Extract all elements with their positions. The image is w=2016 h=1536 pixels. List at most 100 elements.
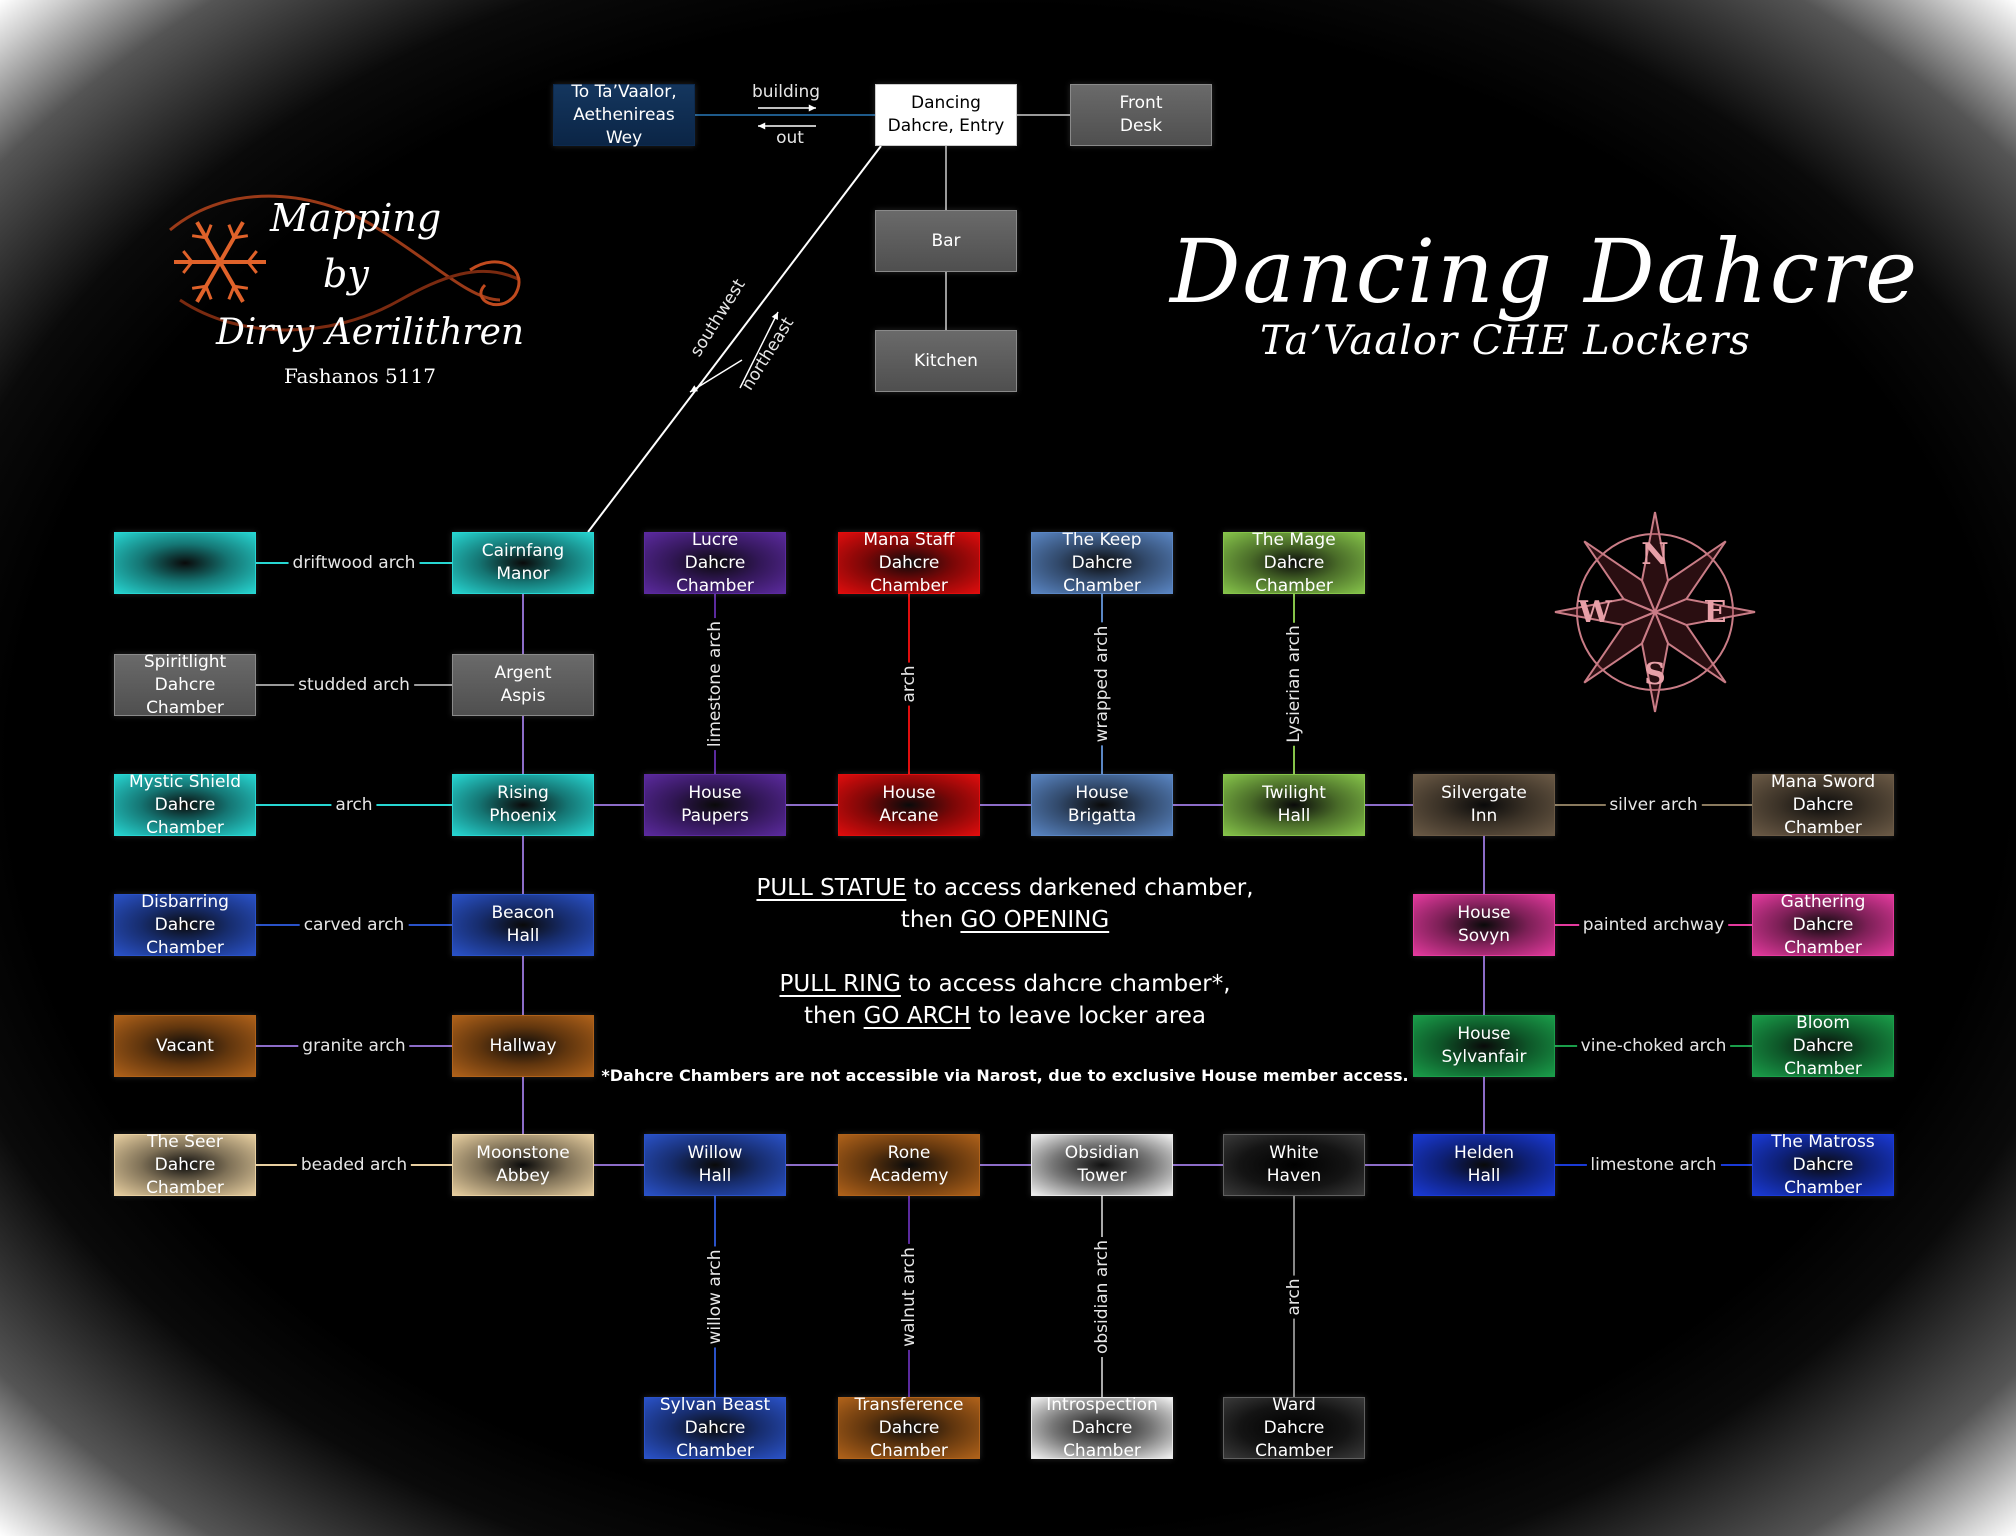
room-paupers[interactable]: House Paupers	[644, 774, 786, 836]
room-bloom[interactable]: Bloom Dahcre Chamber	[1752, 1013, 1894, 1079]
room-label: Rising Phoenix	[489, 783, 557, 826]
room-twilight[interactable]: Twilight Hall	[1223, 774, 1365, 836]
exit-studded-arch: studded arch	[294, 675, 414, 695]
room-white-haven[interactable]: White Haven	[1223, 1134, 1365, 1196]
compass-ring	[1576, 533, 1734, 691]
room-bar[interactable]: Bar	[875, 210, 1017, 272]
room-label: Helden Hall	[1454, 1143, 1514, 1186]
room-spiritlight[interactable]: Spiritlight Dahcre Chamber	[114, 652, 256, 718]
room-front-desk[interactable]: Front Desk	[1070, 84, 1212, 146]
room-arcane[interactable]: House Arcane	[838, 774, 980, 836]
room-label: House Sovyn	[1457, 903, 1511, 946]
room-mage[interactable]: The Mage Dahcre Chamber	[1223, 530, 1365, 596]
room-disbarring[interactable]: Disbarring Dahcre Chamber	[114, 892, 256, 958]
room-label: Twilight Hall	[1262, 783, 1326, 826]
room-label: The Matross Dahcre Chamber	[1771, 1131, 1875, 1198]
room-label: Argent Aspis	[494, 663, 552, 706]
room-cairnfang[interactable]: Cairnfang Manor	[452, 532, 594, 594]
exit-driftwood-arch: driftwood arch	[288, 553, 420, 573]
room-lucre[interactable]: Lucre Dahcre Chamber	[644, 530, 786, 596]
room-label: Kitchen	[914, 350, 978, 371]
room-introspection[interactable]: Introspection Dahcre Chamber	[1031, 1395, 1173, 1461]
room-seer[interactable]: The Seer Dahcre Chamber	[114, 1132, 256, 1198]
direction-arrows	[689, 104, 816, 393]
room-label: House Sylvanfair	[1441, 1024, 1527, 1067]
room-hallway[interactable]: Hallway	[452, 1015, 594, 1077]
room-moonstone[interactable]: Moonstone Abbey	[452, 1134, 594, 1196]
room-to-tavaalor[interactable]: To Ta’Vaalor, Aethenireas Wey	[553, 82, 695, 148]
room-rone[interactable]: Rone Academy	[838, 1134, 980, 1196]
instruction-text: to access dahcre chamber*,	[900, 971, 1231, 997]
room-helden[interactable]: Helden Hall	[1413, 1134, 1555, 1196]
room-label: The Mage Dahcre Chamber	[1252, 529, 1336, 596]
room-silvergate[interactable]: Silvergate Inn	[1413, 774, 1555, 836]
snowflake-branch	[204, 224, 213, 239]
exit-out: out	[776, 128, 804, 148]
room-label: To Ta’Vaalor, Aethenireas Wey	[571, 81, 677, 148]
room-label: Beacon Hall	[491, 903, 555, 946]
room-gathering[interactable]: Gathering Dahcre Chamber	[1752, 892, 1894, 958]
room-darkened[interactable]	[114, 532, 256, 594]
room-sylvan-beast[interactable]: Sylvan Beast Dahcre Chamber	[644, 1395, 786, 1461]
snowflake-branch	[191, 234, 207, 240]
exit-limestone-arch-lucre: limestone arch	[705, 617, 725, 751]
room-sovyn[interactable]: House Sovyn	[1413, 894, 1555, 956]
instruction-text: then	[803, 1003, 864, 1029]
room-keep[interactable]: The Keep Dahcre Chamber	[1031, 530, 1173, 596]
compass-letter-s: S	[1644, 657, 1666, 692]
room-rising[interactable]: Rising Phoenix	[452, 774, 594, 836]
credit-mapping: Mapping	[270, 196, 442, 240]
compass-letter-e: E	[1704, 595, 1727, 630]
room-kitchen[interactable]: Kitchen	[875, 330, 1017, 392]
snowflake-arm	[218, 221, 245, 263]
instruction-text: then	[900, 907, 961, 933]
instruction-line-2: then GO OPENING	[640, 904, 1370, 936]
room-ward[interactable]: Ward Dahcre Chamber	[1223, 1395, 1365, 1461]
room-label: Mana Staff Dahcre Chamber	[863, 529, 955, 596]
room-mana-staff[interactable]: Mana Staff Dahcre Chamber	[838, 530, 980, 596]
room-label: Front Desk	[1119, 93, 1163, 136]
room-label: Mystic Shield Dahcre Chamber	[129, 771, 241, 838]
room-label: Introspection Dahcre Chamber	[1046, 1394, 1158, 1461]
room-label: Willow Hall	[687, 1143, 743, 1186]
room-label: Disbarring Dahcre Chamber	[141, 891, 229, 958]
room-label: Gathering Dahcre Chamber	[1780, 891, 1866, 958]
exit-painted-archway: painted archway	[1578, 915, 1729, 935]
snowflake-branch	[182, 261, 194, 274]
map-subtitle: Ta’Vaalor CHE Lockers	[1260, 318, 1751, 364]
instruction-text: to leave locker area	[970, 1003, 1207, 1029]
exit-obsidian-arch: obsidian arch	[1092, 1236, 1112, 1357]
room-label: House Arcane	[879, 783, 939, 826]
room-mana-sword[interactable]: Mana Sword Dahcre Chamber	[1752, 772, 1894, 838]
room-mystic[interactable]: Mystic Shield Dahcre Chamber	[114, 772, 256, 838]
room-argent[interactable]: Argent Aspis	[452, 654, 594, 716]
snowflake-branch	[182, 250, 194, 263]
room-label: Mana Sword Dahcre Chamber	[1770, 771, 1876, 838]
room-label: The Keep Dahcre Chamber	[1062, 529, 1142, 596]
exit-building: building	[751, 82, 821, 102]
room-label: Spiritlight Dahcre Chamber	[143, 651, 227, 718]
room-brigatta[interactable]: House Brigatta	[1031, 774, 1173, 836]
room-vacant[interactable]: Vacant	[114, 1015, 256, 1077]
exit-silver-arch: silver arch	[1605, 795, 1702, 815]
room-transference[interactable]: Transference Dahcre Chamber	[838, 1395, 980, 1461]
room-label: White Haven	[1266, 1143, 1322, 1186]
room-matross[interactable]: The Matross Dahcre Chamber	[1752, 1132, 1894, 1198]
snowflake-branch	[233, 284, 249, 290]
exit-wrapped-arch: wrapped arch	[1092, 622, 1112, 746]
swirl-curve	[169, 194, 501, 302]
room-label: Silvergate Inn	[1441, 783, 1527, 826]
room-sylvanfair[interactable]: House Sylvanfair	[1413, 1015, 1555, 1077]
room-entry[interactable]: Dancing Dahcre, Entry	[875, 84, 1017, 146]
swirl-curl	[469, 260, 521, 307]
snowflake-branch	[227, 285, 236, 300]
room-willow[interactable]: Willow Hall	[644, 1134, 786, 1196]
exit-arch-mana-staff: arch	[899, 662, 919, 706]
arrow-out-head	[758, 122, 766, 130]
room-label: Vacant	[156, 1035, 214, 1056]
snowflake-ornament	[169, 194, 521, 332]
room-beacon[interactable]: Beacon Hall	[452, 894, 594, 956]
room-obsidian[interactable]: Obsidian Tower	[1031, 1134, 1173, 1196]
map-title: Dancing Dahcre	[1170, 220, 1920, 323]
room-label: Lucre Dahcre Chamber	[676, 529, 754, 596]
